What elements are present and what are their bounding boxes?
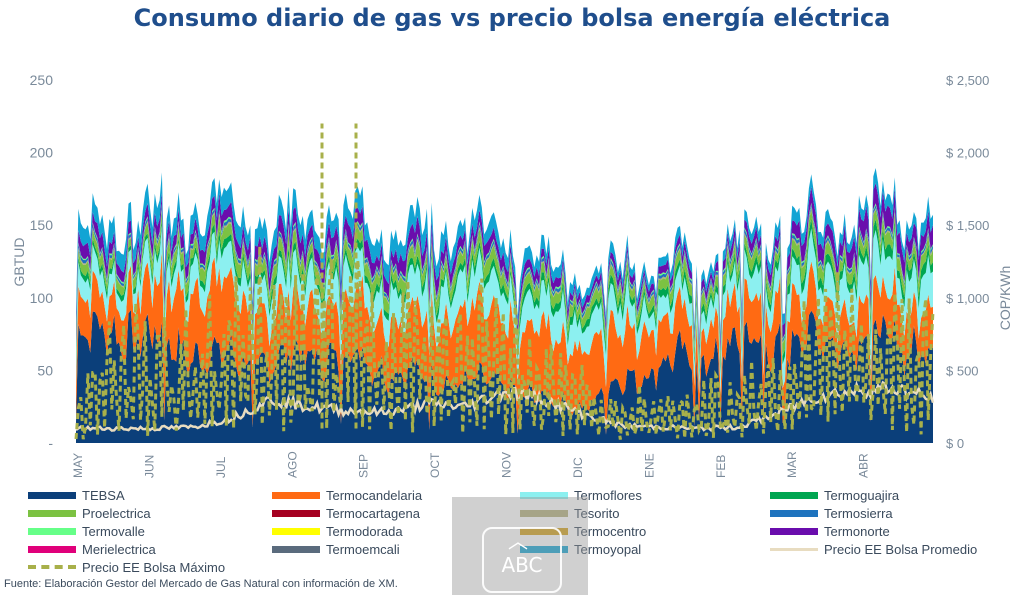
- legend-item: Termocandelaria: [272, 486, 422, 504]
- legend-item: Termocartagena: [272, 504, 420, 522]
- y-tick-label: 250: [30, 72, 54, 88]
- y2-tick-label: $ 0: [946, 436, 964, 451]
- legend-swatch: [520, 491, 568, 499]
- legend-item: Termodorada: [272, 522, 403, 540]
- area-series-termocandelaria: [76, 252, 933, 435]
- legend-item: Tesorito: [520, 504, 620, 522]
- y2-tick-label: $ 1,500: [946, 218, 989, 233]
- y2-tick-label: $ 2,000: [946, 146, 989, 161]
- x-tick-label: ENE: [642, 453, 656, 478]
- y-tick-label: 200: [30, 145, 54, 161]
- x-tick-label: SEP: [357, 454, 371, 478]
- source-note: Fuente: Elaboración Gestor del Mercado d…: [4, 578, 398, 590]
- y-tick-label: 50: [37, 362, 53, 378]
- legend-label: Termoflores: [574, 487, 642, 503]
- x-tick-label: JUN: [142, 455, 156, 478]
- keyboard-icon: ︿ ABC: [482, 527, 562, 593]
- legend-label: Termovalle: [82, 523, 145, 539]
- legend-label: Termoemcali: [326, 541, 400, 557]
- area-series-termonorte: [76, 183, 933, 356]
- chart-legend: TEBSA Termocandelaria Termoflores Termoguaj…: [0, 486, 1024, 581]
- legend-label: Precio EE Bolsa Máximo: [82, 559, 226, 575]
- legend-swatch: [28, 509, 76, 517]
- legend-label: Termoyopal: [574, 541, 642, 557]
- legend-item: Termoyopal: [520, 540, 641, 558]
- legend-label: Termoguajira: [824, 487, 900, 503]
- x-tick-label: MAR: [785, 451, 799, 478]
- y2-tick-label: $ 1,000: [946, 291, 989, 306]
- legend-item: Termovalle: [28, 522, 145, 540]
- legend-item: Termonorte: [770, 522, 890, 540]
- legend-swatch: [28, 491, 76, 499]
- y2-tick-label: $ 2,500: [946, 73, 989, 88]
- stacked-area-chart: - 50 100 150 200 250 $ 0 $ 500 $ 1,000 $ 1,500 $ 2…: [11, 72, 1013, 478]
- y-tick-label: -: [48, 435, 53, 451]
- legend-swatch: [520, 545, 568, 553]
- legend-item: Termocentro: [520, 522, 646, 540]
- legend-label: Termocartagena: [326, 505, 420, 521]
- x-tick-label: MAY: [71, 453, 85, 478]
- legend-swatch: [272, 527, 320, 535]
- legend-item: Proelectrica: [28, 504, 151, 522]
- x-tick-label: OCT: [428, 452, 442, 478]
- legend-item: Merielectrica: [28, 540, 156, 558]
- legend-label: Termocentro: [574, 523, 647, 539]
- legend-label: Termonorte: [824, 523, 890, 539]
- area-series-termoflores: [76, 226, 933, 395]
- x-tick-label: JUL: [214, 456, 228, 478]
- chevron-up-icon: ︿: [508, 529, 528, 553]
- legend-label: Precio EE Bolsa Promedio: [824, 541, 978, 557]
- legend-swatch: [770, 509, 818, 517]
- legend-swatch: [770, 491, 818, 499]
- legend-item: Precio EE Bolsa Máximo: [28, 558, 225, 576]
- legend-swatch: [28, 527, 76, 535]
- legend-swatch: [770, 527, 818, 535]
- legend-item: Termoemcali: [272, 540, 400, 558]
- legend-swatch: [28, 565, 76, 569]
- legend-item: Termosierra: [770, 504, 893, 522]
- legend-item: Termoflores: [520, 486, 642, 504]
- x-tick-label: AGO: [285, 451, 299, 478]
- watermark-overlay: ︿ ABC: [452, 497, 588, 595]
- y2-tick-label: $ 500: [946, 363, 979, 378]
- area-series-termoyopal: [76, 168, 933, 346]
- legend-label: TEBSA: [82, 487, 125, 503]
- legend-swatch: [28, 545, 76, 553]
- y-tick-label: 100: [30, 290, 54, 306]
- legend-label: Termocandelaria: [326, 487, 423, 503]
- legend-item: Termoguajira: [770, 486, 899, 504]
- legend-swatch: [520, 509, 568, 517]
- legend-label: Proelectrica: [82, 505, 151, 521]
- x-tick-label: ABR: [857, 453, 871, 478]
- legend-label: Tesorito: [574, 505, 620, 521]
- line-series-precio-ee-bolsa-máximo: [74, 245, 935, 440]
- legend-swatch: [272, 545, 320, 553]
- y2-axis-label: COP/KWh: [997, 266, 1013, 331]
- legend-swatch: [770, 547, 818, 551]
- legend-swatch: [272, 491, 320, 499]
- legend-label: Merielectrica: [82, 541, 156, 557]
- x-tick-label: FEB: [714, 455, 728, 478]
- legend-swatch: [520, 527, 568, 535]
- x-tick-label: DIC: [571, 457, 585, 478]
- y-axis-label: GBTUD: [11, 238, 27, 287]
- legend-label: Termosierra: [824, 505, 893, 521]
- legend-label: Termodorada: [326, 523, 403, 539]
- chart-title: Consumo diario de gas vs precio bolsa en…: [133, 4, 891, 32]
- x-tick-label: NOV: [500, 452, 514, 478]
- watermark-label: ABC: [501, 553, 543, 577]
- legend-item: TEBSA: [28, 486, 125, 504]
- y-tick-label: 150: [30, 217, 54, 233]
- legend-item: Precio EE Bolsa Promedio: [770, 540, 977, 558]
- legend-swatch: [272, 509, 320, 517]
